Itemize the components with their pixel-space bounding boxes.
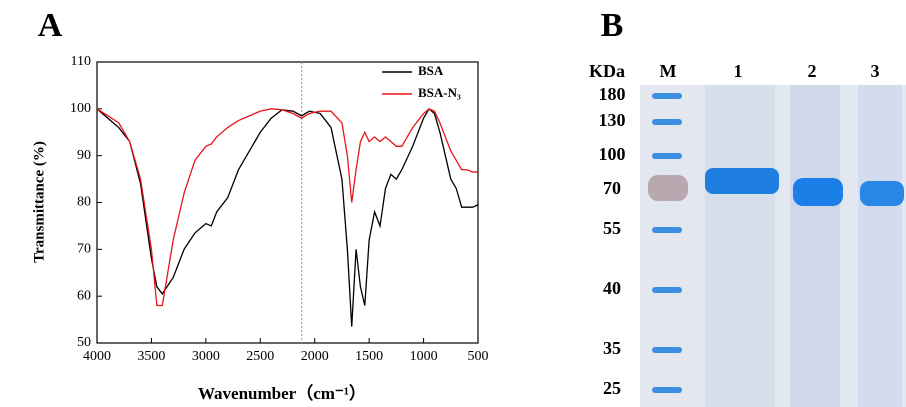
x-tick-label: 3000 <box>192 349 220 364</box>
panel-label: A <box>38 7 63 44</box>
y-tick-label: 100 <box>70 101 91 116</box>
y-tick-label: 90 <box>77 148 91 163</box>
gel-band <box>648 175 688 201</box>
marker-label: 35 <box>603 338 621 358</box>
marker-label: 130 <box>599 110 626 130</box>
marker-band <box>652 153 682 159</box>
marker-band <box>652 227 682 233</box>
x-tick-label: 2500 <box>246 349 274 364</box>
lane-label: M <box>660 61 677 81</box>
marker-band <box>652 287 682 293</box>
legend-label: BSA-N₃ <box>418 85 461 100</box>
gel-band <box>705 168 779 194</box>
marker-label: 40 <box>603 278 621 298</box>
plot-frame <box>96 61 479 344</box>
y-tick-label: 70 <box>77 242 91 257</box>
data-line <box>96 108 478 307</box>
x-tick-label: 500 <box>468 349 489 364</box>
gel-band <box>860 181 904 206</box>
lane-label: 2 <box>808 61 817 81</box>
marker-band <box>652 119 682 125</box>
gel-band <box>793 178 843 206</box>
x-tick-label: 2000 <box>301 349 329 364</box>
panel-label: B <box>601 7 624 44</box>
x-axis-label: Wavenumber（cm⁻¹） <box>198 383 366 403</box>
gel-lane <box>858 85 902 407</box>
x-tick-label: 1500 <box>355 349 383 364</box>
y-tick-label: 50 <box>77 335 91 350</box>
x-tick-label: 3500 <box>137 349 165 364</box>
lane-label: 1 <box>734 61 743 81</box>
lane-label: 3 <box>871 61 880 81</box>
marker-label: 180 <box>599 84 626 104</box>
x-tick-label: 4000 <box>83 349 111 364</box>
marker-band <box>652 347 682 353</box>
gel-lane <box>790 85 840 407</box>
legend-label: BSA <box>418 63 444 78</box>
marker-label: 70 <box>603 178 621 198</box>
y-axis-label: Transmittance (%) <box>31 141 47 263</box>
x-tick-label: 1000 <box>410 349 438 364</box>
marker-band <box>652 93 682 99</box>
y-tick-label: 80 <box>77 195 91 210</box>
y-tick-label: 60 <box>77 288 91 303</box>
marker-label: 100 <box>599 144 626 164</box>
marker-label: 55 <box>603 218 621 238</box>
y-tick-label: 110 <box>71 54 91 69</box>
gel-lane <box>705 85 775 407</box>
marker-band <box>652 387 682 393</box>
marker-label: 25 <box>603 378 621 398</box>
gel-unit: KDa <box>589 61 625 81</box>
data-line <box>96 107 479 327</box>
